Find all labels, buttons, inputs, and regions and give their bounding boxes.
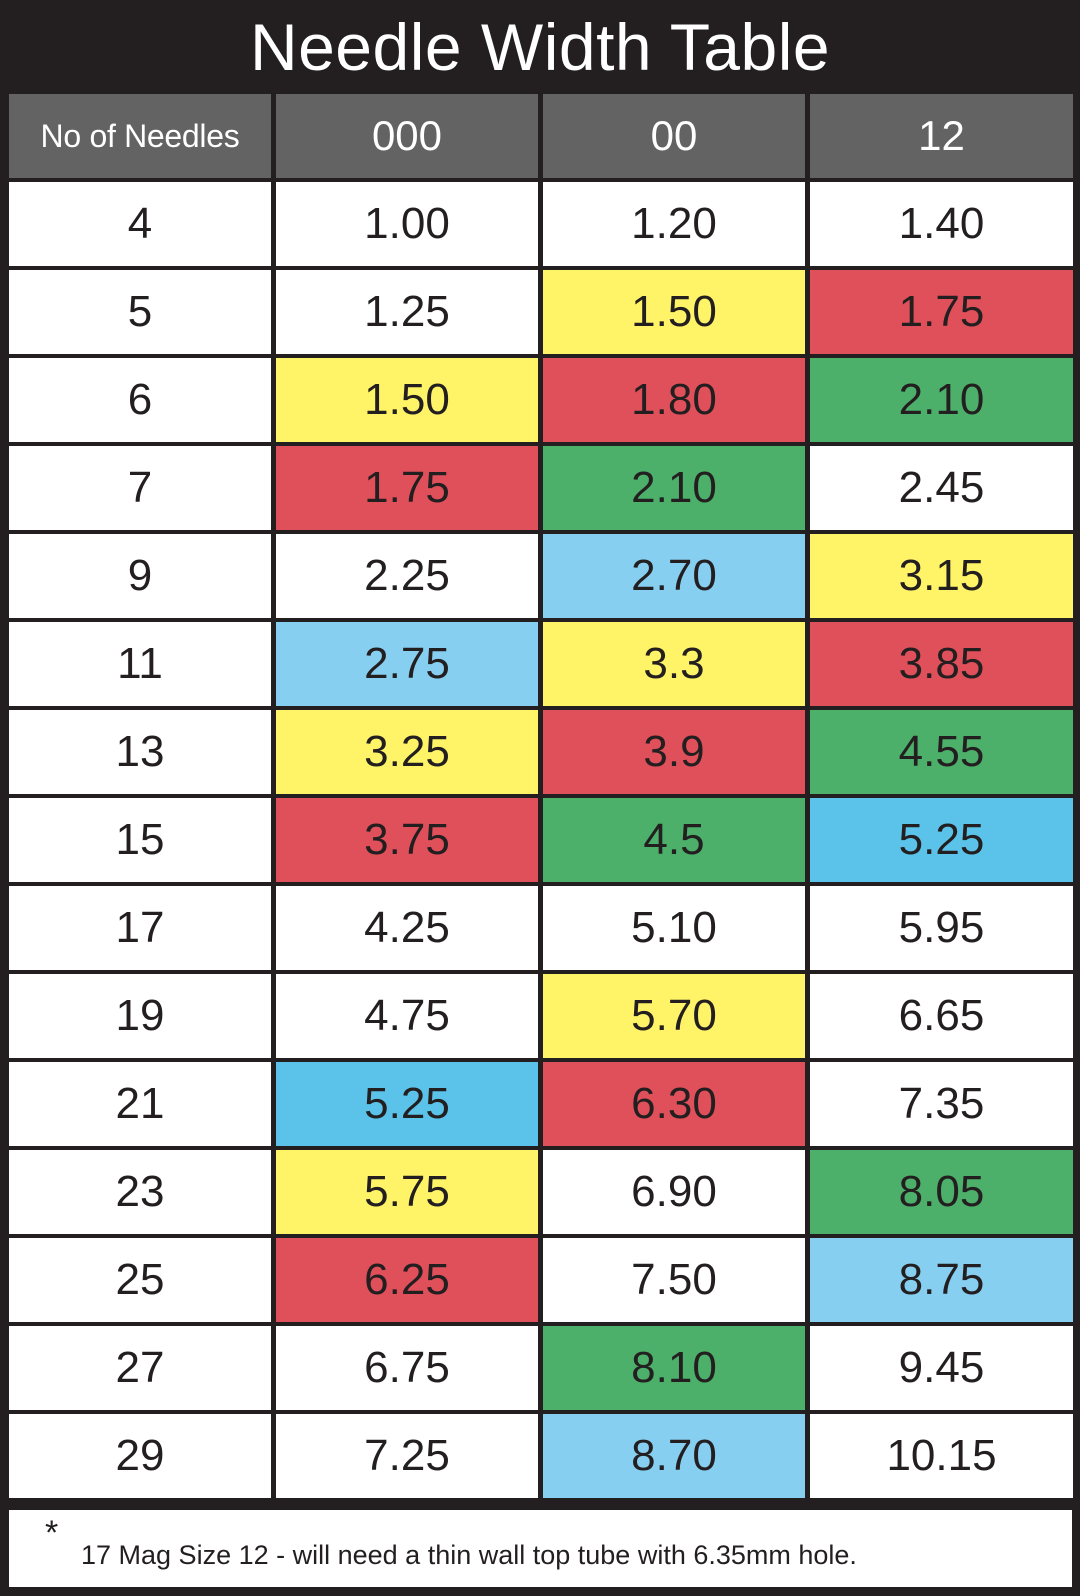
width-cell: 9.45 [810, 1326, 1073, 1410]
footnote-box: * 17 Mag Size 12 - will need a thin wall… [9, 1510, 1072, 1587]
footnote-asterisk: * [45, 1514, 59, 1552]
needle-count-cell: 27 [9, 1326, 271, 1410]
needle-count-cell: 23 [9, 1150, 271, 1234]
needle-count-cell: 19 [9, 974, 271, 1058]
width-cell: 3.15 [810, 534, 1073, 618]
needle-count-cell: 11 [9, 622, 271, 706]
header-size-00: 00 [543, 94, 805, 178]
width-cell: 3.75 [276, 798, 538, 882]
width-cell: 6.30 [543, 1062, 805, 1146]
width-cell: 1.75 [810, 270, 1073, 354]
width-cell: 1.75 [276, 446, 538, 530]
width-cell: 7.35 [810, 1062, 1073, 1146]
width-cell: 4.55 [810, 710, 1073, 794]
width-cell: 3.3 [543, 622, 805, 706]
width-cell: 8.70 [543, 1414, 805, 1498]
width-cell: 10.15 [810, 1414, 1073, 1498]
width-cell: 5.25 [810, 798, 1073, 882]
width-cell: 2.75 [276, 622, 538, 706]
width-cell: 5.75 [276, 1150, 538, 1234]
width-cell: 1.80 [543, 358, 805, 442]
needle-count-cell: 29 [9, 1414, 271, 1498]
header-no-of-needles: No of Needles [9, 94, 271, 178]
width-cell: 3.85 [810, 622, 1073, 706]
needle-count-cell: 9 [9, 534, 271, 618]
width-cell: 2.10 [543, 446, 805, 530]
width-cell: 5.25 [276, 1062, 538, 1146]
header-size-000: 000 [276, 94, 538, 178]
needle-count-cell: 13 [9, 710, 271, 794]
needle-count-cell: 6 [9, 358, 271, 442]
footnote-text: 17 Mag Size 12 - will need a thin wall t… [81, 1540, 857, 1570]
page-title: Needle Width Table [249, 10, 831, 84]
width-cell: 8.10 [543, 1326, 805, 1410]
table-grid: No of Needles 000 00 12 4 1.00 1.20 1.40 5 1.… [9, 94, 1073, 1498]
needle-count-cell: 7 [9, 446, 271, 530]
width-cell: 3.25 [276, 710, 538, 794]
width-cell: 4.5 [543, 798, 805, 882]
needle-count-cell: 5 [9, 270, 271, 354]
width-cell: 7.25 [276, 1414, 538, 1498]
needle-count-cell: 4 [9, 182, 271, 266]
needle-count-cell: 25 [9, 1238, 271, 1322]
width-cell: 4.75 [276, 974, 538, 1058]
width-cell: 8.75 [810, 1238, 1073, 1322]
width-cell: 2.10 [810, 358, 1073, 442]
width-cell: 2.25 [276, 534, 538, 618]
needle-count-cell: 17 [9, 886, 271, 970]
width-cell: 5.10 [543, 886, 805, 970]
width-cell: 1.50 [543, 270, 805, 354]
width-cell: 8.05 [810, 1150, 1073, 1234]
width-cell: 5.95 [810, 886, 1073, 970]
needle-count-cell: 15 [9, 798, 271, 882]
width-cell: 1.25 [276, 270, 538, 354]
width-cell: 3.9 [543, 710, 805, 794]
header-size-12: 12 [810, 94, 1073, 178]
width-cell: 1.50 [276, 358, 538, 442]
width-cell: 1.40 [810, 182, 1073, 266]
width-cell: 6.75 [276, 1326, 538, 1410]
width-cell: 6.90 [543, 1150, 805, 1234]
width-cell: 7.50 [543, 1238, 805, 1322]
width-cell: 1.20 [543, 182, 805, 266]
width-cell: 2.45 [810, 446, 1073, 530]
width-cell: 6.65 [810, 974, 1073, 1058]
width-cell: 6.25 [276, 1238, 538, 1322]
width-cell: 1.00 [276, 182, 538, 266]
needle-count-cell: 21 [9, 1062, 271, 1146]
width-cell: 4.25 [276, 886, 538, 970]
width-cell: 2.70 [543, 534, 805, 618]
width-cell: 5.70 [543, 974, 805, 1058]
